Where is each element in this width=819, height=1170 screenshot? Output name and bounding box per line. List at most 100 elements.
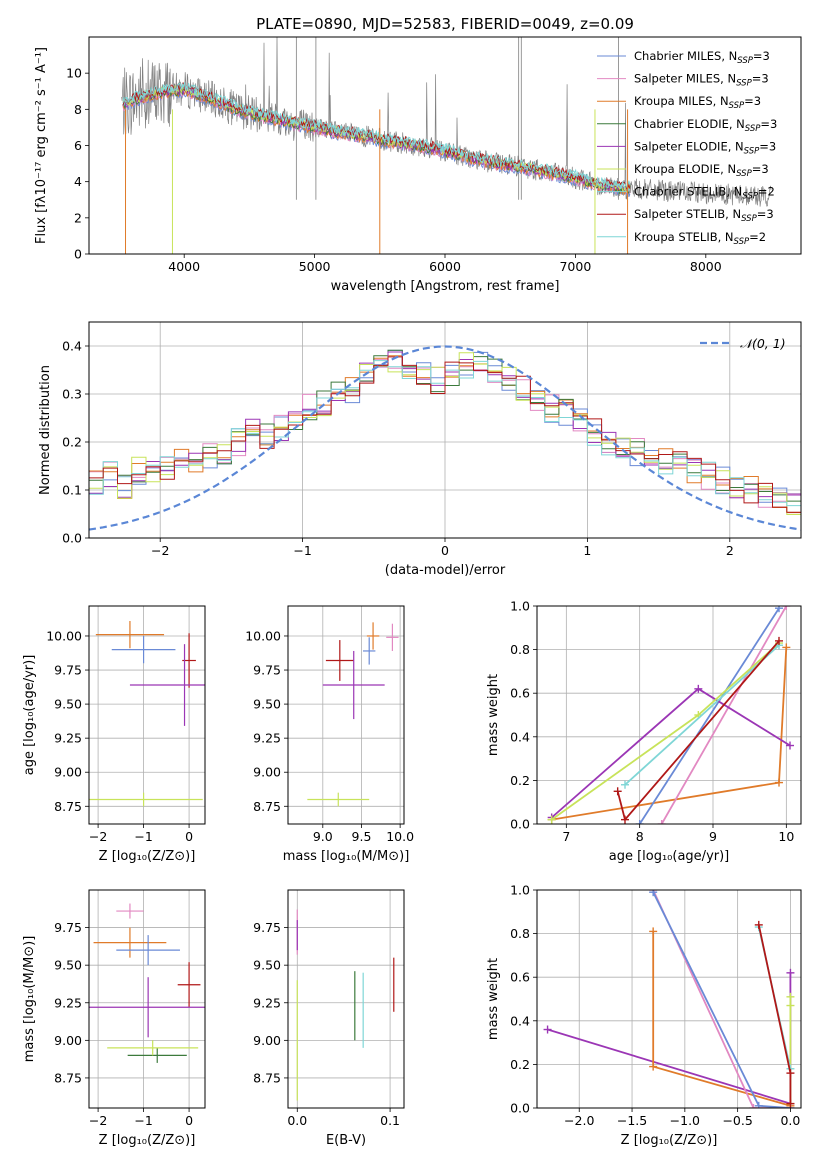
tick-label-y: 0.4 <box>510 1013 530 1028</box>
tick-label-y: 0.8 <box>510 642 530 657</box>
tick-label-x: 8000 <box>690 259 722 274</box>
tick-label-y: 4 <box>74 174 82 189</box>
axis-label-y: Flux [fλ10⁻¹⁷ erg cm⁻² s⁻¹ A⁻¹] <box>34 47 49 244</box>
legend-entry-gauss: 𝒩(0, 1) <box>740 336 786 351</box>
tick-label-y: 8.75 <box>253 1070 281 1085</box>
axis-label-y: mass weight <box>486 958 501 1040</box>
tick-label-x: 0 <box>441 543 449 558</box>
gaussian-curve <box>89 345 801 531</box>
axis-label-x: mass [log₁₀(M/M⊙)] <box>283 849 410 864</box>
tick-label-x: 0 <box>185 829 193 844</box>
tick-label-y: 6 <box>74 138 82 153</box>
tick-label-y: 0.2 <box>510 1057 530 1072</box>
legend-entry-sub: SSP <box>742 192 758 202</box>
tick-label-y: 0.0 <box>510 817 530 832</box>
axis-label-x: wavelength [Angstrom, rest frame] <box>331 279 560 294</box>
mass-weight-line <box>616 640 780 822</box>
panel-age_vs_Z: −2 −1 0 8.75 9.00 9.25 9.50 9.75 10.00 Z [log₁₀(Z… <box>22 605 206 864</box>
tick-label-y: 0.4 <box>510 729 530 744</box>
mass-weight-line <box>652 931 791 1107</box>
legend-entry-tail: =3 <box>757 207 774 221</box>
legend-entry-sub: SSP <box>745 124 761 134</box>
tick-label-y: 8.75 <box>54 799 82 814</box>
tick-label-y: 9.25 <box>54 995 82 1010</box>
axes-frame <box>88 321 802 539</box>
panel-residuals: −2 −1 0 1 2 0.0 0.1 0.2 0.3 0.4 (data-model)/error… <box>38 321 802 578</box>
tick-label-y: 9.00 <box>253 1033 281 1048</box>
tick-label-y: 9.00 <box>54 1033 82 1048</box>
tick-label-x: 2 <box>726 543 734 558</box>
legend-entry-sub: SSP <box>729 101 745 111</box>
tick-label-y: 8.75 <box>54 1070 82 1085</box>
tick-label-y: 0 <box>74 247 82 262</box>
legend-entry-sub: SSP <box>741 214 757 224</box>
legend-entry-main: Kroupa ELODIE, N <box>634 162 736 176</box>
tick-label-x: 8 <box>636 829 644 844</box>
tick-label-y: 10 <box>66 66 82 81</box>
tick-label-x: −1 <box>134 829 152 844</box>
panel-mass_vs_ebv: 0.0 0.1 8.75 9.00 9.25 9.50 9.75 E(B-V) <box>253 889 405 1148</box>
tick-label-y: 9.25 <box>253 731 281 746</box>
legend-entry-main: Chabrier ELODIE, N <box>634 117 745 131</box>
axis-label-x: age [log₁₀(age/yr)] <box>609 849 730 864</box>
legend-entry: Salpeter STELIB, NSSP=3 <box>634 207 774 224</box>
axes-frame <box>88 889 206 1109</box>
panel-mass_vs_Z: −2 −1 0 8.75 9.00 9.25 9.50 9.75 Z [log₁₀(Z/Z⊙)]… <box>22 889 206 1148</box>
axis-label-y: mass [log₁₀(M/M⊙)] <box>22 936 37 1063</box>
legend-entry-main: Chabrier MILES, N <box>634 49 737 63</box>
legend-entry-sub: SSP <box>734 237 750 247</box>
tick-label-y: 1.0 <box>510 883 530 898</box>
tick-label-y: 0.0 <box>510 1101 530 1116</box>
tick-label-x: 7 <box>562 829 570 844</box>
legend-entry-tail: =3 <box>752 72 769 86</box>
legend-entry-sub: SSP <box>737 56 753 66</box>
axis-label-y: age [log₁₀(age/yr)] <box>22 655 37 776</box>
axes-frame <box>287 889 405 1109</box>
legend-entry-main: Kroupa STELIB, N <box>634 230 734 244</box>
tick-label-y: 9.75 <box>253 663 281 678</box>
mass-weight-line <box>652 890 791 1108</box>
tick-label-y: 0.8 <box>510 926 530 941</box>
legend-entry-main: Chabrier STELIB, N <box>634 185 742 199</box>
mass-weight-line <box>652 891 791 1108</box>
histogram-step <box>89 356 801 513</box>
legend-entry: Chabrier ELODIE, NSSP=3 <box>634 117 777 134</box>
legend-entry-tail: =2 <box>749 230 766 244</box>
plot-area-massweight_vs_age <box>537 606 801 824</box>
tick-label-x: −2 <box>89 829 107 844</box>
legend-entry-tail: =3 <box>753 49 770 63</box>
axis-label-x: Z [log₁₀(Z/Z⊙)] <box>621 1133 718 1148</box>
tick-label-y: 8 <box>74 102 82 117</box>
tick-label-y: 8.75 <box>253 799 281 814</box>
tick-label-y: 2 <box>74 210 82 225</box>
legend-entry-tail: =3 <box>752 162 769 176</box>
plot-area-massweight_vs_Z <box>537 890 801 1108</box>
legend-entry: Kroupa MILES, NSSP=3 <box>634 94 761 111</box>
tick-label-x: −1.0 <box>670 1113 700 1128</box>
tick-label-y: 0.6 <box>510 686 530 701</box>
axis-label-y: Normed distribution <box>38 365 53 495</box>
axis-label-x: E(B-V) <box>326 1133 366 1148</box>
legend-entry-sub: SSP <box>736 79 752 89</box>
tick-label-x: −1.5 <box>617 1113 647 1128</box>
legend-entry-tail: =3 <box>760 117 777 131</box>
legend-entry-main: Salpeter MILES, N <box>634 72 736 86</box>
tick-label-x: 0.0 <box>780 1113 800 1128</box>
legend-entry: Chabrier STELIB, NSSP=2 <box>634 185 775 202</box>
axis-label-x: (data-model)/error <box>385 563 506 578</box>
mass-weight-line <box>551 687 791 819</box>
tick-label-x: 6000 <box>429 259 461 274</box>
tick-label-y: 0.2 <box>510 773 530 788</box>
tick-label-y: 10.00 <box>46 628 82 643</box>
figure-title: PLATE=0890, MJD=52583, FIBERID=0049, z=0… <box>256 15 634 33</box>
mass-weight-line <box>551 642 780 821</box>
axes-frame <box>88 605 206 825</box>
tick-label-y: 9.75 <box>54 920 82 935</box>
tick-label-x: −2.0 <box>564 1113 594 1128</box>
tick-label-y: 9.75 <box>253 920 281 935</box>
tick-label-x: 0.1 <box>380 1113 400 1128</box>
tick-label-y: 9.50 <box>54 958 82 973</box>
